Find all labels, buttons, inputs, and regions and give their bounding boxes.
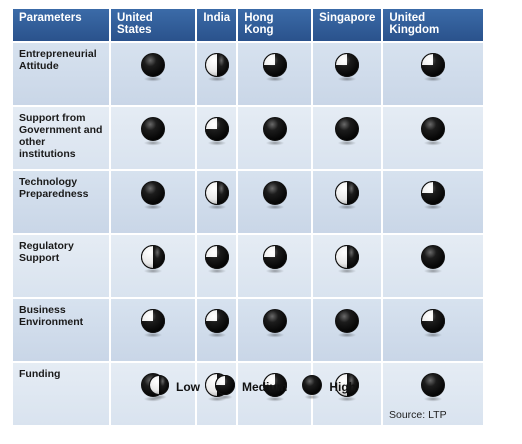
rating-cell-united-kingdom: [383, 363, 483, 425]
legend-label-medium: Medium: [242, 380, 288, 394]
rating-cell-hong-kong: [238, 43, 312, 105]
high-rating-icon: [420, 244, 446, 274]
low-rating-icon: [204, 180, 230, 210]
rating-cell-hong-kong: [238, 235, 312, 297]
rating-cell-india: [197, 235, 237, 297]
rating-cell-united-states: [111, 235, 196, 297]
rating-cell-hong-kong: [238, 107, 312, 169]
rating-cell-hong-kong: [238, 171, 312, 233]
medium-rating-icon: [262, 52, 288, 82]
medium-rating-icon: [420, 52, 446, 82]
low-rating-icon: [334, 372, 360, 402]
rating-cell-singapore: [313, 171, 382, 233]
low-rating-icon: [140, 244, 166, 274]
legend-label-low: Low: [176, 380, 200, 394]
medium-rating-icon: [204, 308, 230, 338]
table-row: Entrepreneurial Attitude: [13, 43, 483, 105]
legend-item-high: High: [301, 374, 356, 400]
parameter-label: Support from Government and other instit…: [13, 107, 109, 169]
parameter-label: Business Environment: [13, 299, 109, 361]
high-rating-icon: [140, 116, 166, 146]
header-parameters: Parameters: [13, 9, 109, 41]
high-rating-icon: [262, 180, 288, 210]
rating-cell-singapore: [313, 363, 382, 425]
rating-cell-united-states: [111, 43, 196, 105]
rating-cell-singapore: [313, 43, 382, 105]
table-row: Technology Preparedness: [13, 171, 483, 233]
legend: Low Medium High: [148, 374, 370, 400]
medium-rating-icon: [420, 180, 446, 210]
high-rating-icon: [301, 374, 323, 400]
table-row: Business Environment: [13, 299, 483, 361]
header-hong-kong: Hong Kong: [238, 9, 312, 41]
medium-rating-icon: [140, 308, 166, 338]
rating-cell-india: [197, 299, 237, 361]
low-rating-icon: [334, 244, 360, 274]
low-rating-icon: [204, 52, 230, 82]
header-singapore: Singapore: [313, 9, 382, 41]
table-body: Entrepreneurial Attitude Support from Gov…: [13, 43, 483, 425]
parameter-label: Funding: [13, 363, 109, 425]
medium-rating-icon: [204, 116, 230, 146]
table-row: Support from Government and other instit…: [13, 107, 483, 169]
medium-rating-icon: [262, 244, 288, 274]
legend-label-high: High: [329, 380, 357, 394]
rating-cell-singapore: [313, 299, 382, 361]
parameter-label: Regulatory Support: [13, 235, 109, 297]
rating-cell-singapore: [313, 235, 382, 297]
medium-rating-icon: [214, 374, 236, 400]
ratings-table: Parameters United States India Hong Kong…: [11, 7, 485, 427]
rating-cell-india: [197, 171, 237, 233]
parameter-label: Entrepreneurial Attitude: [13, 43, 109, 105]
header-united-kingdom: United Kingdom: [383, 9, 483, 41]
high-rating-icon: [334, 308, 360, 338]
ratings-table-container: Parameters United States India Hong Kong…: [13, 9, 483, 427]
rating-cell-united-kingdom: [383, 43, 483, 105]
high-rating-icon: [140, 180, 166, 210]
rating-cell-hong-kong: [238, 363, 312, 425]
medium-rating-icon: [262, 372, 288, 402]
rating-cell-united-kingdom: [383, 299, 483, 361]
rating-cell-united-states: [111, 299, 196, 361]
source-note: Source: LTP: [389, 409, 447, 421]
rating-cell-united-states: [111, 171, 196, 233]
rating-cell-united-kingdom: [383, 107, 483, 169]
high-rating-icon: [140, 52, 166, 82]
high-rating-icon: [420, 116, 446, 146]
rating-cell-united-kingdom: [383, 235, 483, 297]
rating-cell-singapore: [313, 107, 382, 169]
rating-cell-united-states: [111, 107, 196, 169]
high-rating-icon: [262, 116, 288, 146]
rating-cell-india: [197, 107, 237, 169]
medium-rating-icon: [334, 52, 360, 82]
rating-cell-united-kingdom: [383, 171, 483, 233]
legend-item-low: Low: [148, 374, 200, 400]
low-rating-icon: [334, 180, 360, 210]
header-row: Parameters United States India Hong Kong…: [13, 9, 483, 41]
legend-item-medium: Medium: [214, 374, 287, 400]
rating-cell-hong-kong: [238, 299, 312, 361]
high-rating-icon: [420, 372, 446, 402]
parameter-label: Technology Preparedness: [13, 171, 109, 233]
header-united-states: United States: [111, 9, 196, 41]
high-rating-icon: [262, 308, 288, 338]
medium-rating-icon: [204, 244, 230, 274]
header-india: India: [197, 9, 237, 41]
high-rating-icon: [334, 116, 360, 146]
rating-cell-india: [197, 43, 237, 105]
table-row: Regulatory Support: [13, 235, 483, 297]
medium-rating-icon: [420, 308, 446, 338]
low-rating-icon: [148, 374, 170, 400]
